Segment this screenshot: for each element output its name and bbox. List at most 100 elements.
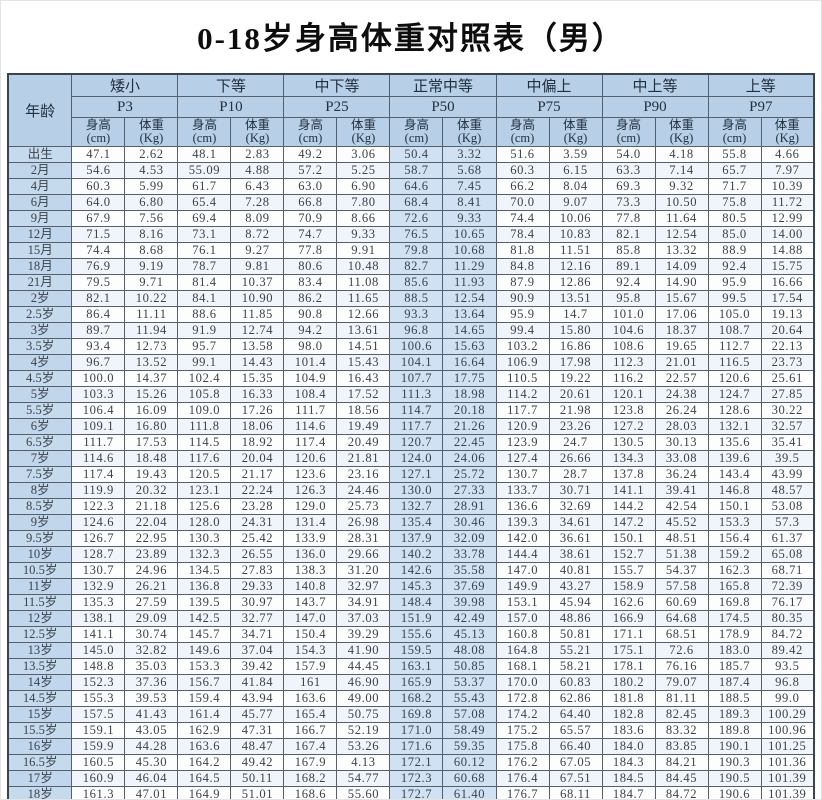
value-cell: 34.71 bbox=[230, 626, 285, 643]
value-cell: 26.66 bbox=[548, 450, 603, 467]
group-header-p50: 正常中等 bbox=[389, 73, 497, 97]
value-cell: 43.99 bbox=[760, 466, 815, 483]
value-cell: 131.4 bbox=[283, 514, 338, 531]
value-cell: 73.3 bbox=[601, 194, 656, 211]
value-cell: 15.67 bbox=[654, 290, 709, 307]
value-cell: 130.7 bbox=[71, 562, 126, 579]
value-cell: 185.7 bbox=[707, 658, 762, 675]
table-body: 出生 47.1 2.62 48.1 2.83 49.2 3.06 50.4 3.32 51.6 3.… bbox=[7, 146, 815, 799]
value-cell: 3.32 bbox=[442, 146, 497, 163]
value-cell: 148.4 bbox=[389, 594, 444, 611]
value-cell: 136.8 bbox=[177, 578, 232, 595]
value-cell: 4.18 bbox=[654, 146, 709, 163]
value-cell: 29.09 bbox=[124, 610, 179, 627]
value-cell: 145.0 bbox=[71, 642, 126, 659]
value-cell: 150.1 bbox=[601, 530, 656, 547]
value-cell: 13.58 bbox=[230, 338, 285, 355]
value-cell: 141.1 bbox=[71, 626, 126, 643]
value-cell: 24.06 bbox=[442, 450, 497, 467]
value-cell: 72.6 bbox=[389, 210, 444, 227]
value-cell: 107.7 bbox=[389, 370, 444, 387]
value-cell: 10.37 bbox=[230, 274, 285, 291]
value-cell: 172.1 bbox=[389, 754, 444, 771]
value-cell: 23.28 bbox=[230, 498, 285, 515]
table-row: 5.5岁 106.4 16.09 109.0 17.26 111.7 18.56 114.7 2… bbox=[7, 402, 815, 419]
age-cell: 4岁 bbox=[7, 354, 73, 371]
value-cell: 30.46 bbox=[442, 514, 497, 531]
table-row: 6岁 109.1 16.80 111.8 18.06 114.6 19.49 117.7 21.… bbox=[7, 418, 815, 435]
value-cell: 21.81 bbox=[336, 450, 391, 467]
value-cell: 42.49 bbox=[442, 610, 497, 627]
value-cell: 16.43 bbox=[336, 370, 391, 387]
value-cell: 117.7 bbox=[389, 418, 444, 435]
value-cell: 45.30 bbox=[124, 754, 179, 771]
value-cell: 39.5 bbox=[760, 450, 815, 467]
group-header-p75: 中偏上 bbox=[495, 73, 603, 97]
value-cell: 102.4 bbox=[177, 370, 232, 387]
value-cell: 111.3 bbox=[389, 386, 444, 403]
value-cell: 9.33 bbox=[336, 226, 391, 243]
value-cell: 71.5 bbox=[71, 226, 126, 243]
value-cell: 14.90 bbox=[654, 274, 709, 291]
value-cell: 162.9 bbox=[177, 722, 232, 739]
value-cell: 58.21 bbox=[548, 658, 603, 675]
table-row: 9岁 124.6 22.04 128.0 24.31 131.4 26.98 135.4 30.… bbox=[7, 514, 815, 531]
value-cell: 24.46 bbox=[336, 482, 391, 499]
value-cell: 61.37 bbox=[760, 530, 815, 547]
value-cell: 58.49 bbox=[442, 722, 497, 739]
age-cell: 13岁 bbox=[7, 642, 73, 659]
value-cell: 45.13 bbox=[442, 626, 497, 643]
value-cell: 14.88 bbox=[760, 242, 815, 259]
value-cell: 48.1 bbox=[177, 146, 232, 163]
value-cell: 140.8 bbox=[283, 578, 338, 595]
value-cell: 27.83 bbox=[230, 562, 285, 579]
value-cell: 32.82 bbox=[124, 642, 179, 659]
value-cell: 120.5 bbox=[177, 466, 232, 483]
value-cell: 103.2 bbox=[495, 338, 550, 355]
value-cell: 120.9 bbox=[495, 418, 550, 435]
value-cell: 157.5 bbox=[71, 706, 126, 723]
percentile-header-p25: P25 bbox=[283, 96, 391, 118]
value-cell: 39.29 bbox=[336, 626, 391, 643]
value-cell: 48.57 bbox=[760, 482, 815, 499]
value-cell: 141.1 bbox=[601, 482, 656, 499]
value-cell: 132.7 bbox=[389, 498, 444, 515]
value-cell: 108.7 bbox=[707, 322, 762, 339]
height-header-p25: 身高 (cm) bbox=[283, 117, 338, 147]
value-cell: 25.73 bbox=[336, 498, 391, 515]
height-header-p97: 身高 (cm) bbox=[707, 117, 762, 147]
value-cell: 149.9 bbox=[495, 578, 550, 595]
value-cell: 134.5 bbox=[177, 562, 232, 579]
table-header: 年龄 矮小 下等 中下等 正常中等 中偏上 中上等 上等 P3 P10 P25 P50 P75 P90 P… bbox=[7, 73, 815, 147]
value-cell: 26.24 bbox=[654, 402, 709, 419]
value-cell: 84.8 bbox=[495, 258, 550, 275]
value-cell: 3.59 bbox=[548, 146, 603, 163]
value-cell: 132.9 bbox=[71, 578, 126, 595]
value-cell: 117.6 bbox=[177, 450, 232, 467]
height-header-p3: 身高 (cm) bbox=[71, 117, 126, 147]
value-cell: 14.37 bbox=[124, 370, 179, 387]
age-cell: 21月 bbox=[7, 274, 73, 291]
value-cell: 67.05 bbox=[548, 754, 603, 771]
value-cell: 133.7 bbox=[495, 482, 550, 499]
value-cell: 119.9 bbox=[71, 482, 126, 499]
value-cell: 74.7 bbox=[283, 226, 338, 243]
value-cell: 157.0 bbox=[495, 610, 550, 627]
value-cell: 10.68 bbox=[442, 242, 497, 259]
value-cell: 57.3 bbox=[760, 514, 815, 531]
age-cell: 14岁 bbox=[7, 674, 73, 691]
value-cell: 83.32 bbox=[654, 722, 709, 739]
value-cell: 132.3 bbox=[177, 546, 232, 563]
value-cell: 112.3 bbox=[601, 354, 656, 371]
value-cell: 171.6 bbox=[389, 738, 444, 755]
value-cell: 101.39 bbox=[760, 786, 815, 799]
value-cell: 171.0 bbox=[389, 722, 444, 739]
value-cell: 169.8 bbox=[389, 706, 444, 723]
value-cell: 85.0 bbox=[707, 226, 762, 243]
value-cell: 161 bbox=[283, 674, 338, 691]
value-cell: 93.5 bbox=[760, 658, 815, 675]
age-cell: 16.5岁 bbox=[7, 754, 73, 771]
age-cell: 4月 bbox=[7, 178, 73, 195]
value-cell: 9.81 bbox=[230, 258, 285, 275]
age-cell: 9月 bbox=[7, 210, 73, 227]
